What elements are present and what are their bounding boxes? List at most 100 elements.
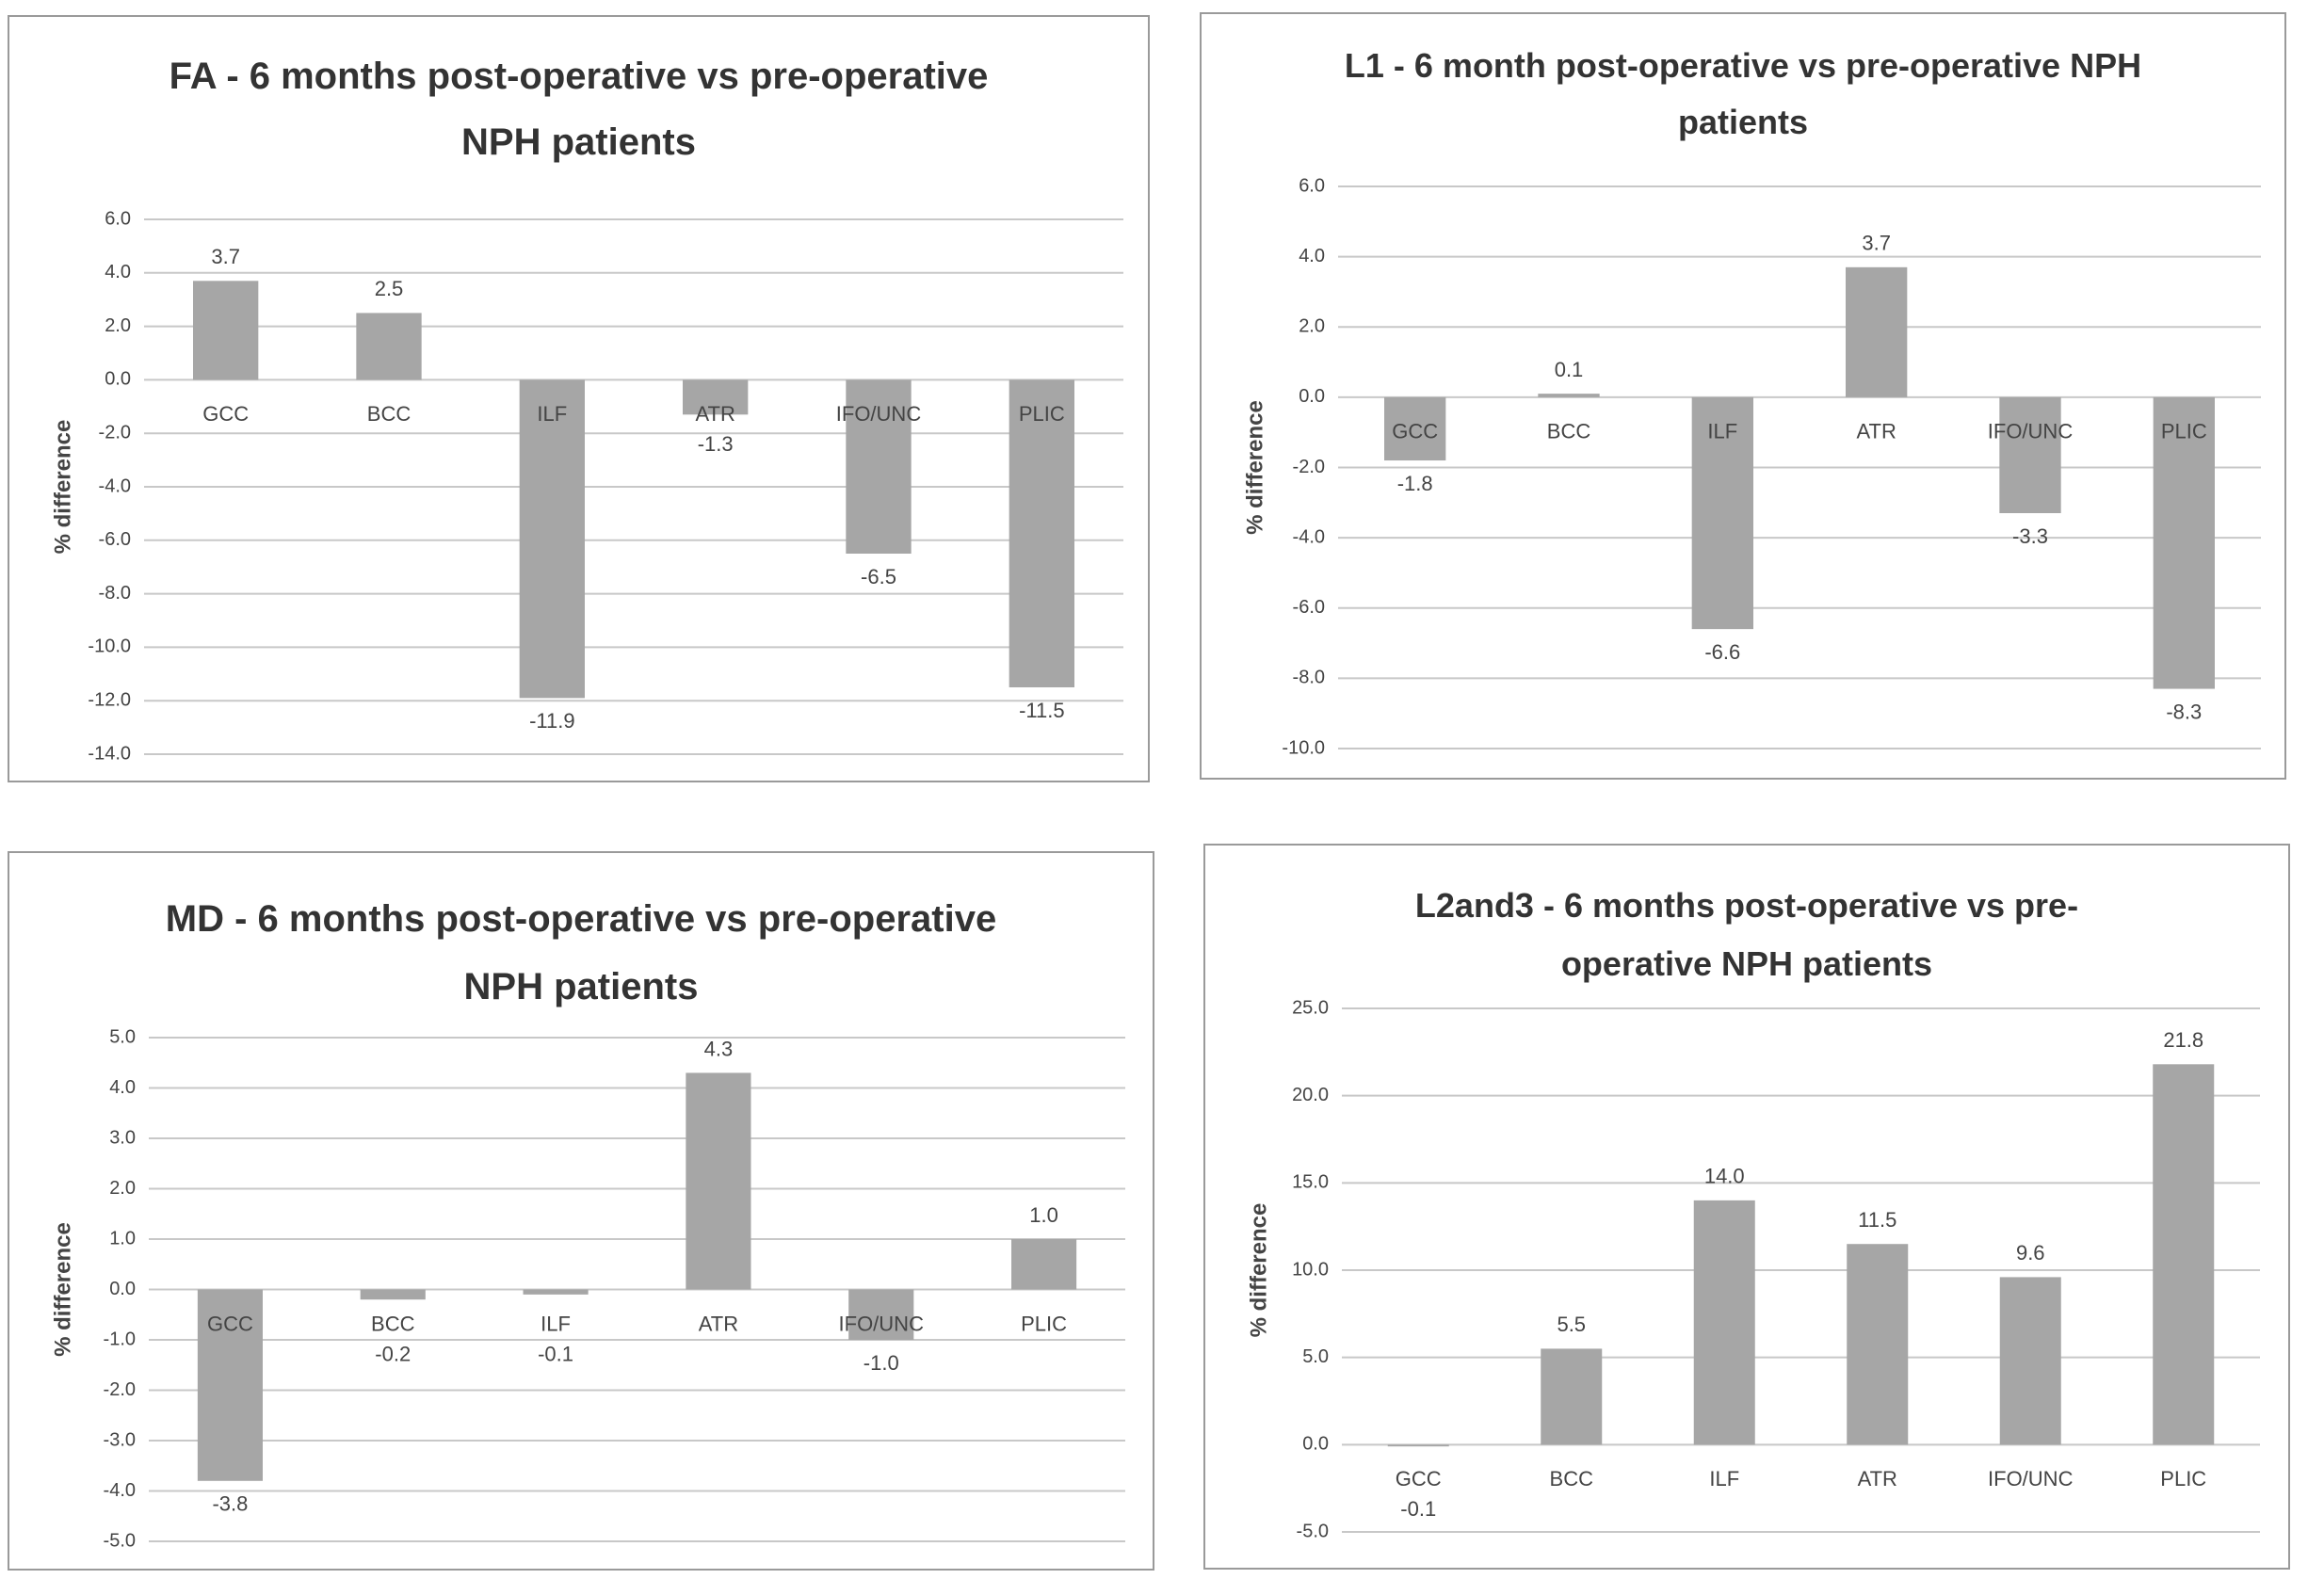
x-tick-label: BCC [367, 402, 412, 426]
chart-svg: -14.0 -12.0 -10.0 -8.0 -6.0 -4.0 -2.0 0.0 2.0 4.0… [50, 208, 1123, 764]
chart-svg: -10.0 -8.0 -6.0 -4.0 -2.0 0.0 2.0 4.0 6.0 % diffe… [1242, 175, 2261, 758]
data-label: 3.7 [1862, 232, 1891, 255]
chart-panel: MD - 6 months post-operative vs pre-oper… [8, 851, 1154, 1571]
data-label: -1.8 [1397, 472, 1433, 495]
x-tick-label: BCC [1550, 1467, 1594, 1490]
x-tick-label: IFO/UNC [836, 402, 922, 426]
y-tick-label: 2.0 [109, 1178, 136, 1199]
x-tick-label: GCC [1392, 420, 1438, 443]
y-tick-label: -14.0 [88, 743, 131, 764]
bar [1999, 1277, 2061, 1445]
chart-title: FA - 6 months post-operative vs pre-oper… [169, 56, 989, 163]
y-tick-label: 0.0 [1302, 1434, 1329, 1455]
data-label: -8.3 [2166, 700, 2202, 723]
y-tick-label: -5.0 [1297, 1521, 1329, 1541]
y-axis-label: % difference [1242, 400, 1267, 535]
bar [1538, 394, 1600, 397]
bar [1541, 1348, 1603, 1445]
chart-title: L1 - 6 month post-operative vs pre-opera… [1344, 46, 2142, 141]
data-label: 9.6 [2016, 1241, 2045, 1265]
x-tick-label: PLIC [1021, 1312, 1067, 1335]
y-tick-label: 6.0 [1299, 175, 1325, 196]
bar [1011, 1239, 1077, 1290]
bar [523, 1289, 589, 1295]
x-tick-label: PLIC [2161, 420, 2207, 443]
x-tick-label: ILF [1707, 420, 1737, 443]
y-tick-label: 2.0 [105, 315, 131, 336]
y-tick-label: -10.0 [1282, 737, 1325, 758]
bar [2153, 1064, 2215, 1445]
y-tick-label: -5.0 [104, 1530, 136, 1551]
bar [846, 379, 912, 554]
y-tick-label: -4.0 [1293, 526, 1325, 547]
chart-panel: FA - 6 months post-operative vs pre-oper… [8, 15, 1150, 782]
bar [519, 379, 585, 699]
data-label: 4.3 [704, 1037, 734, 1060]
y-tick-label: 25.0 [1292, 997, 1329, 1018]
x-tick-label: IFO/UNC [1988, 1467, 2074, 1490]
x-tick-label: IFO/UNC [1988, 420, 2074, 443]
bar [1387, 1444, 1449, 1447]
data-label: 5.5 [1557, 1313, 1586, 1336]
y-tick-label: 4.0 [1299, 246, 1325, 266]
y-tick-label: -4.0 [104, 1480, 136, 1501]
y-tick-label: 20.0 [1292, 1085, 1329, 1105]
y-axis-label: % difference [1246, 1203, 1271, 1338]
y-tick-label: -1.0 [104, 1329, 136, 1349]
x-tick-label: BCC [371, 1312, 415, 1335]
data-label: -0.1 [538, 1342, 573, 1365]
y-tick-label: 2.0 [1299, 316, 1325, 337]
x-tick-label: GCC [202, 402, 249, 426]
x-tick-label: BCC [1547, 420, 1591, 443]
y-tick-label: -6.0 [99, 529, 131, 550]
y-tick-label: 10.0 [1292, 1259, 1329, 1280]
bar [683, 379, 749, 415]
bar [2153, 396, 2215, 689]
x-tick-label: ATR [1858, 1467, 1897, 1490]
data-label: -3.8 [212, 1492, 248, 1516]
bar [193, 281, 259, 380]
y-tick-label: 15.0 [1292, 1172, 1329, 1193]
data-label: -1.3 [698, 432, 734, 456]
bar [1847, 1244, 1909, 1445]
x-tick-label: ILF [1709, 1467, 1739, 1490]
bar [1693, 1200, 1755, 1445]
bar [1009, 379, 1074, 687]
y-tick-label: -6.0 [1293, 597, 1325, 618]
data-label: -11.9 [529, 709, 575, 733]
bar [1846, 266, 1908, 397]
y-tick-label: 0.0 [109, 1279, 136, 1299]
data-label: 1.0 [1029, 1203, 1058, 1227]
x-tick-label: PLIC [1019, 402, 1065, 426]
data-label: 11.5 [1858, 1208, 1896, 1232]
chart-panel: L1 - 6 month post-operative vs pre-opera… [1200, 12, 2286, 780]
y-tick-label: 4.0 [109, 1077, 136, 1098]
data-label: -0.2 [375, 1342, 411, 1365]
chart-title: L2and3 - 6 months post-operative vs pre-… [1414, 886, 2079, 983]
y-tick-label: 5.0 [1302, 1346, 1329, 1367]
y-tick-label: 4.0 [105, 262, 131, 282]
y-tick-label: 5.0 [109, 1026, 136, 1047]
y-axis-label: % difference [50, 420, 75, 555]
y-tick-label: -12.0 [88, 689, 131, 710]
y-tick-label: -3.0 [104, 1429, 136, 1450]
y-tick-label: -8.0 [1293, 668, 1325, 688]
x-tick-label: GCC [1396, 1467, 1442, 1490]
y-tick-label: 1.0 [109, 1228, 136, 1249]
bar [1691, 396, 1753, 630]
x-tick-label: IFO/UNC [839, 1312, 925, 1335]
data-label: -6.6 [1704, 640, 1740, 664]
data-label: -6.5 [861, 565, 896, 588]
chart-svg: -5.0 -4.0 -3.0 -2.0 -1.0 0.0 1.0 2.0 3.0 4.0 5.0 % … [50, 1026, 1125, 1551]
y-tick-label: 0.0 [105, 369, 131, 390]
data-label: -0.1 [1400, 1497, 1436, 1521]
x-tick-label: ILF [541, 1312, 571, 1335]
x-tick-label: PLIC [2160, 1467, 2206, 1490]
data-label: -1.0 [863, 1351, 899, 1375]
bar [848, 1289, 914, 1340]
bar [1999, 396, 2061, 514]
y-axis-label: % difference [50, 1222, 75, 1357]
y-tick-label: -2.0 [99, 422, 131, 443]
data-label: 14.0 [1704, 1165, 1745, 1188]
